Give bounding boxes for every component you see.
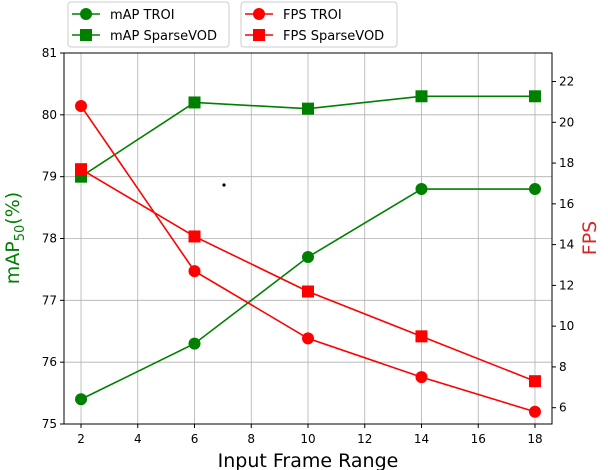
data-point-fps-troi	[302, 332, 314, 345]
y-axis-left-label-base: mAP	[2, 241, 24, 284]
stray-dot	[222, 183, 226, 187]
x-tick-label: 6	[191, 432, 199, 446]
data-point-map-sparsevod	[415, 90, 428, 103]
y-right-tick-label: 10	[559, 319, 574, 333]
x-tick-label: 12	[357, 432, 372, 446]
y-left-tick-label: 78	[42, 232, 57, 246]
data-point-map-sparsevod	[188, 96, 201, 109]
data-point-fps-troi	[415, 371, 428, 384]
y-right-tick-label: 14	[559, 238, 574, 252]
legend-marker-map-troi	[80, 8, 92, 20]
y-left-tick-label: 81	[42, 46, 57, 60]
legend-marker-fps-sparsevod	[253, 29, 265, 41]
x-tick-label: 18	[527, 432, 542, 446]
data-point-map-sparsevod	[302, 102, 314, 115]
series-layer	[75, 90, 541, 418]
legend-marker-fps-troi	[253, 8, 265, 20]
y-right-tick-label: 6	[559, 401, 567, 415]
y-right-tick-label: 20	[559, 115, 574, 129]
data-point-fps-sparsevod	[302, 285, 314, 298]
y-left-tick-label: 80	[42, 108, 57, 122]
series-map-sparsevod	[75, 90, 541, 183]
data-point-fps-sparsevod	[415, 330, 428, 343]
y-right-tick-label: 12	[559, 278, 574, 292]
data-point-fps-troi	[528, 405, 541, 418]
x-tick-label: 14	[414, 432, 429, 446]
legend-label-map-troi: mAP TROI	[110, 8, 175, 23]
data-point-fps-troi	[188, 265, 201, 278]
series-fps-troi	[75, 100, 541, 418]
data-point-fps-sparsevod	[188, 230, 201, 243]
x-tick-label: 4	[134, 432, 142, 446]
series-map-troi	[75, 183, 541, 406]
data-point-map-troi	[415, 183, 428, 196]
axis-ticks: 2 4 6 8 10 12 14 16 18 75 76 77 78 79 80 81 6 8 10 12 14 16 18…	[42, 46, 575, 446]
y-right-tick-label: 8	[559, 360, 567, 374]
data-point-map-troi	[302, 251, 314, 264]
y-right-tick-label: 22	[559, 75, 574, 89]
y-axis-left-label: mAP50(%)	[2, 192, 28, 284]
legend-label-fps-troi: FPS TROI	[283, 8, 342, 23]
x-tick-label: 10	[300, 432, 315, 446]
data-point-map-sparsevod	[528, 90, 541, 103]
legend-left: mAP TROI mAP SparseVOD	[67, 1, 230, 48]
legend-right-frame	[240, 1, 398, 48]
data-point-fps-sparsevod	[528, 375, 541, 388]
data-point-fps-sparsevod	[75, 163, 88, 176]
legend-left-frame	[67, 1, 230, 48]
x-axis-label: Input Frame Range	[218, 450, 399, 470]
grid-lines	[64, 52, 552, 425]
x-tick-label: 8	[247, 432, 255, 446]
x-tick-label: 16	[471, 432, 486, 446]
y-left-tick-label: 76	[42, 355, 57, 369]
y-axis-left-label-suffix: (%)	[2, 192, 24, 225]
data-point-fps-troi	[75, 100, 88, 112]
y-left-tick-label: 77	[42, 293, 57, 307]
y-right-tick-label: 16	[559, 197, 574, 211]
y-axis-left-label-subscript: 50	[13, 225, 28, 242]
y-left-tick-label: 75	[42, 417, 57, 431]
data-point-map-troi	[188, 337, 201, 350]
y-right-tick-label: 18	[559, 156, 574, 170]
data-point-map-troi	[528, 183, 541, 196]
legend-marker-map-sparsevod	[80, 29, 92, 41]
y-axis-right-label: FPS	[579, 221, 601, 255]
series-fps-sparsevod	[75, 163, 541, 388]
legend-right: FPS TROI FPS SparseVOD	[240, 1, 398, 48]
legend-label-map-sparsevod: mAP SparseVOD	[110, 29, 217, 44]
x-tick-label: 2	[77, 432, 85, 446]
legend-label-fps-sparsevod: FPS SparseVOD	[283, 29, 384, 44]
data-point-map-troi	[75, 393, 88, 406]
y-left-tick-label: 79	[42, 170, 57, 184]
